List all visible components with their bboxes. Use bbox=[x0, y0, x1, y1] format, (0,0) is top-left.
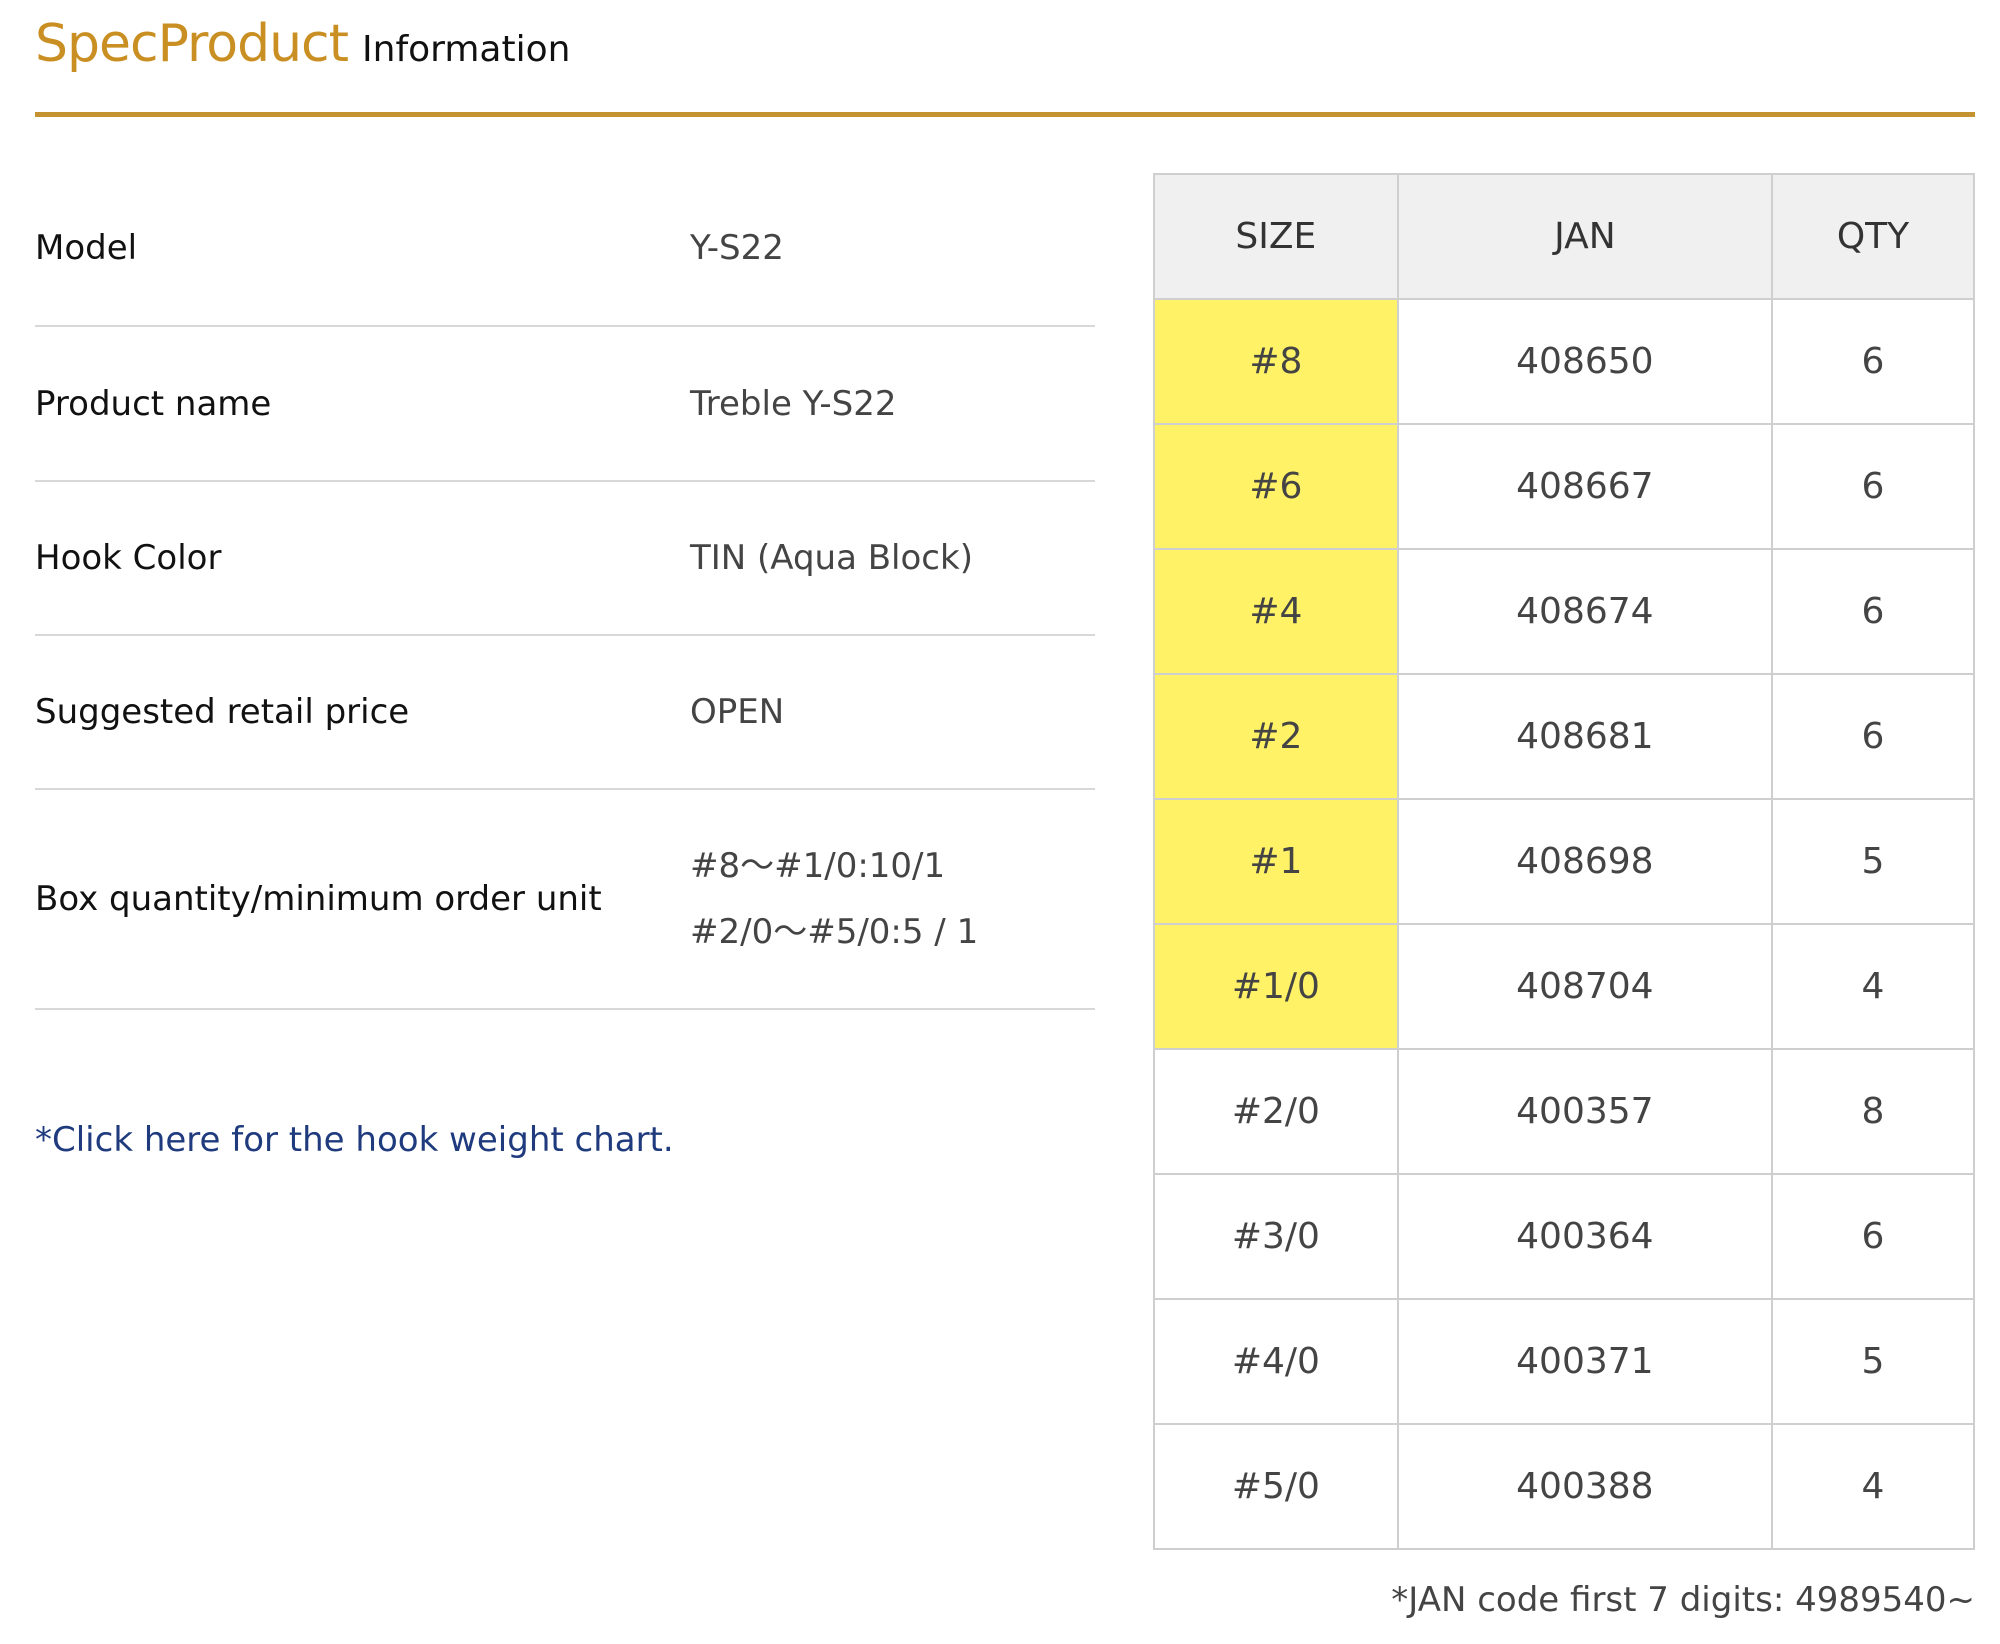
spec-label: Box quantity/minimum order unit bbox=[35, 879, 602, 919]
table-row: #2/0 400357 8 bbox=[1153, 1048, 1975, 1175]
cell-size: #1 bbox=[1153, 798, 1399, 925]
cell-size: #4 bbox=[1153, 548, 1399, 675]
header-qty: QTY bbox=[1771, 173, 1975, 300]
cell-qty: 6 bbox=[1771, 423, 1975, 550]
spec-label: Suggested retail price bbox=[35, 692, 410, 732]
spec-value-line: #8〜#1/0:10/1 bbox=[690, 846, 946, 886]
cell-jan: 400371 bbox=[1396, 1298, 1774, 1425]
cell-size: #4/0 bbox=[1153, 1298, 1399, 1425]
cell-size: #3/0 bbox=[1153, 1173, 1399, 1300]
header-size: SIZE bbox=[1153, 173, 1399, 300]
cell-jan: 408681 bbox=[1396, 673, 1774, 800]
cell-qty: 6 bbox=[1771, 298, 1975, 425]
cell-qty: 4 bbox=[1771, 1423, 1975, 1550]
cell-qty: 6 bbox=[1771, 548, 1975, 675]
cell-qty: 6 bbox=[1771, 673, 1975, 800]
cell-qty: 4 bbox=[1771, 923, 1975, 1050]
jan-code-note: *JAN code first 7 digits: 4989540~ bbox=[1391, 1580, 1975, 1620]
cell-qty: 5 bbox=[1771, 1298, 1975, 1425]
spec-row: Product name Treble Y-S22 bbox=[35, 327, 1095, 482]
table-row: #5/0 400388 4 bbox=[1153, 1423, 1975, 1550]
cell-jan: 408650 bbox=[1396, 298, 1774, 425]
size-table: SIZE JAN QTY #8 408650 6 #6 408667 6 #4 408674 6… bbox=[1153, 173, 1975, 1550]
cell-qty: 5 bbox=[1771, 798, 1975, 925]
table-row: #8 408650 6 bbox=[1153, 298, 1975, 425]
spec-value: Treble Y-S22 bbox=[690, 371, 897, 437]
cell-size: #2/0 bbox=[1153, 1048, 1399, 1175]
table-row: #2 408681 6 bbox=[1153, 673, 1975, 800]
cell-size: #2 bbox=[1153, 673, 1399, 800]
spec-value-line: Treble Y-S22 bbox=[690, 383, 897, 424]
cell-size: #1/0 bbox=[1153, 923, 1399, 1050]
cell-qty: 6 bbox=[1771, 1173, 1975, 1300]
header-jan: JAN bbox=[1396, 173, 1774, 300]
spec-value: #8〜#1/0:10/1 #2/0〜#5/0:5 / 1 bbox=[690, 833, 978, 965]
spec-list: Model Y-S22 Product name Treble Y-S22 Hook C… bbox=[35, 170, 1095, 1010]
spec-row: Hook Color TIN (Aqua Block) bbox=[35, 482, 1095, 636]
spec-row: Suggested retail price OPEN bbox=[35, 636, 1095, 790]
table-row: #4/0 400371 5 bbox=[1153, 1298, 1975, 1425]
spec-value: OPEN bbox=[690, 679, 784, 745]
spec-value-line: OPEN bbox=[690, 692, 785, 732]
spec-row: Box quantity/minimum order unit #8〜#1/0:1… bbox=[35, 790, 1095, 1010]
cell-jan: 400388 bbox=[1396, 1423, 1774, 1550]
cell-jan: 408704 bbox=[1396, 923, 1774, 1050]
spec-label: Model bbox=[35, 227, 138, 268]
hook-weight-chart-link[interactable]: *Click here for the hook weight chart. bbox=[35, 1120, 674, 1160]
cell-qty: 8 bbox=[1771, 1048, 1975, 1175]
cell-jan: 408667 bbox=[1396, 423, 1774, 550]
page-title: SpecProduct Information bbox=[35, 14, 570, 74]
title-main: SpecProduct bbox=[35, 14, 349, 74]
cell-size: #8 bbox=[1153, 298, 1399, 425]
spec-value-line: #2/0〜#5/0:5 / 1 bbox=[690, 912, 979, 952]
cell-jan: 400357 bbox=[1396, 1048, 1774, 1175]
cell-jan: 408698 bbox=[1396, 798, 1774, 925]
table-row: #6 408667 6 bbox=[1153, 423, 1975, 550]
title-divider bbox=[35, 112, 1975, 117]
title-sub: Information bbox=[362, 29, 571, 70]
table-row: #3/0 400364 6 bbox=[1153, 1173, 1975, 1300]
table-row: #1 408698 5 bbox=[1153, 798, 1975, 925]
spec-row: Model Y-S22 bbox=[35, 170, 1095, 327]
spec-value-line: TIN (Aqua Block) bbox=[690, 538, 973, 578]
cell-size: #6 bbox=[1153, 423, 1399, 550]
cell-jan: 408674 bbox=[1396, 548, 1774, 675]
spec-label: Product name bbox=[35, 383, 272, 424]
spec-value-line: Y-S22 bbox=[690, 227, 784, 268]
cell-jan: 400364 bbox=[1396, 1173, 1774, 1300]
table-row: #4 408674 6 bbox=[1153, 548, 1975, 675]
table-header-row: SIZE JAN QTY bbox=[1153, 173, 1975, 300]
spec-value: TIN (Aqua Block) bbox=[690, 525, 973, 591]
spec-value: Y-S22 bbox=[690, 215, 784, 281]
spec-label: Hook Color bbox=[35, 538, 222, 578]
cell-size: #5/0 bbox=[1153, 1423, 1399, 1550]
table-row: #1/0 408704 4 bbox=[1153, 923, 1975, 1050]
